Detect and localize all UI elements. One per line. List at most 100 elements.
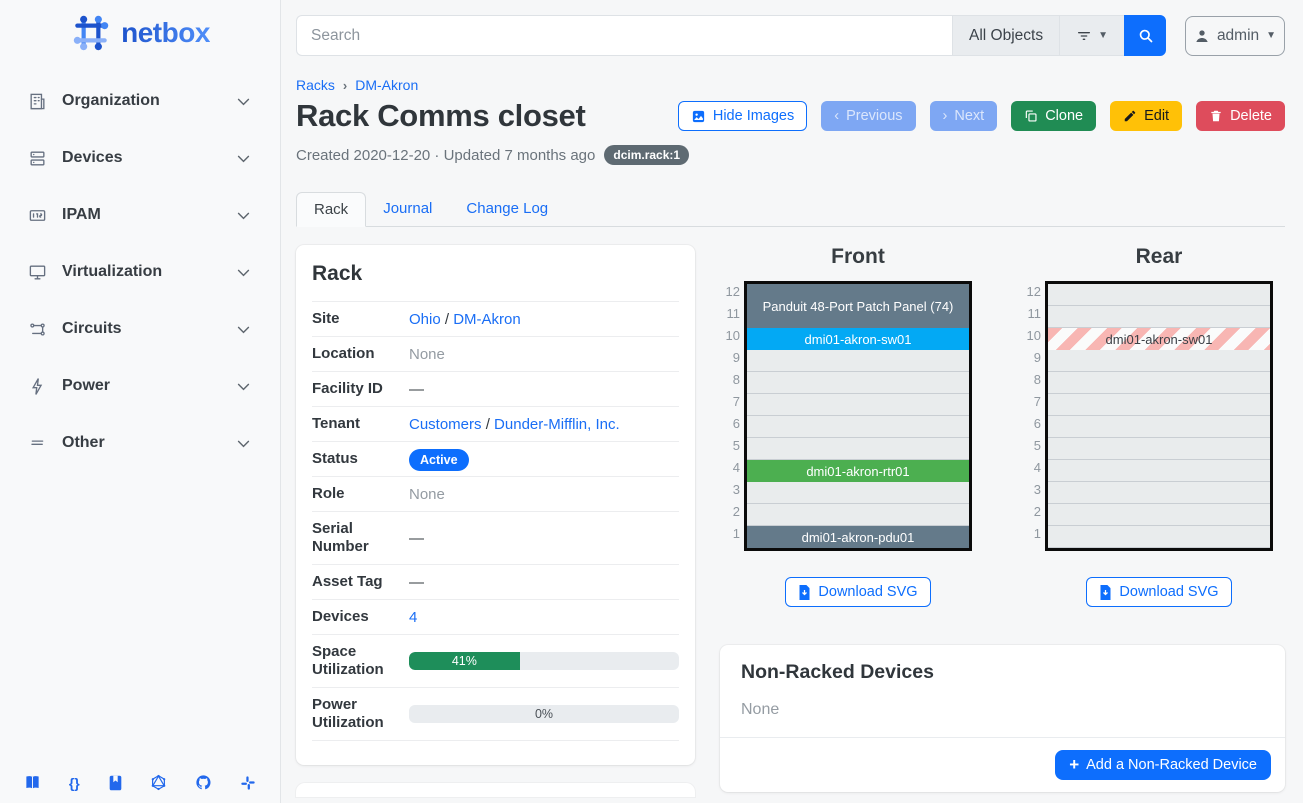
rear-download-svg-button[interactable]: Download SVG [1086, 577, 1232, 607]
empty-rack-unit[interactable] [1048, 460, 1270, 482]
unit-number: 9 [732, 350, 740, 365]
title-row: Rack Comms closet Hide Images ‹ Previous [296, 98, 1285, 134]
attribute-row-role: Role None [312, 476, 679, 512]
sidebar-item-power[interactable]: Power [16, 367, 264, 405]
chevron-left-icon: ‹ [834, 108, 840, 124]
rack-device-panduit-48-port-patch-panel-74-[interactable]: Panduit 48-Port Patch Panel (74) [747, 284, 969, 328]
netbox-logo-icon [70, 12, 112, 54]
copy-icon [1024, 109, 1038, 123]
empty-rack-unit[interactable] [747, 372, 969, 394]
search-submit-button[interactable] [1124, 15, 1166, 56]
sidebar-item-label: Other [62, 434, 105, 451]
chevron-down-icon [235, 93, 252, 110]
ipam-counter-icon [28, 205, 48, 225]
sidebar-item-other[interactable]: Other [16, 424, 264, 462]
attribute-label: Devices [312, 608, 369, 625]
trash-icon [1209, 109, 1223, 123]
rack-device-dmi01-akron-rtr01[interactable]: dmi01-akron-rtr01 [747, 460, 969, 482]
link-dunder-mifflin-inc-[interactable]: Dunder-Mifflin, Inc. [494, 415, 620, 433]
journal-icon[interactable] [108, 775, 123, 791]
sidebar-item-label: Devices [62, 149, 123, 166]
sidebar-item-devices[interactable]: Devices [16, 139, 264, 177]
tab-change-log[interactable]: Change Log [466, 200, 549, 217]
sidebar-item-organization[interactable]: Organization [16, 82, 264, 120]
unit-number: 6 [732, 416, 740, 431]
search-input[interactable] [296, 15, 952, 56]
rack-attributes-table: Site Ohio / DM-Akron Location None Facility … [312, 301, 679, 741]
global-search: All Objects ▼ [296, 15, 1166, 56]
github-icon[interactable] [195, 774, 212, 791]
slack-icon[interactable] [240, 775, 256, 791]
breadcrumb-link-dm-akron[interactable]: DM-Akron [355, 77, 419, 93]
front-elevation: Front 12 11 10 9 8 7 6 5 4 3 2 1 Panduit 48-Port Pa… [722, 245, 972, 607]
status-badge: Active [409, 448, 469, 471]
attribute-label: Status [312, 450, 358, 467]
attribute-value: 4 [409, 600, 679, 635]
rack-device-dmi01-akron-sw01[interactable]: dmi01-akron-sw01 [747, 328, 969, 350]
netbox-wordmark: netbox [121, 17, 210, 48]
front-download-svg-button[interactable]: Download SVG [785, 577, 931, 607]
clone-button[interactable]: Clone [1011, 101, 1097, 131]
rack-device-dmi01-akron-pdu01[interactable]: dmi01-akron-pdu01 [747, 526, 969, 548]
empty-rack-unit[interactable] [1048, 372, 1270, 394]
empty-rack-unit[interactable] [1048, 482, 1270, 504]
empty-rack-unit[interactable] [747, 504, 969, 526]
empty-rack-unit[interactable] [1048, 438, 1270, 460]
unit-number: 6 [1033, 416, 1041, 431]
rack-device-dmi01-akron-sw01[interactable]: dmi01-akron-sw01 [1048, 328, 1270, 350]
empty-rack-unit[interactable] [747, 438, 969, 460]
attribute-row-tenant: Tenant Customers / Dunder-Mifflin, Inc. [312, 406, 679, 442]
tab-journal[interactable]: Journal [383, 200, 433, 217]
edit-button[interactable]: Edit [1110, 101, 1183, 131]
empty-rack-unit[interactable] [747, 394, 969, 416]
attribute-value: None [409, 337, 679, 372]
action-buttons: Hide Images ‹ Previous › Next [677, 101, 1285, 131]
filter-icon [1076, 28, 1092, 44]
netbox-logo[interactable]: netbox [0, 0, 280, 60]
sidebar-item-ipam[interactable]: IPAM [16, 196, 264, 234]
link-dm-akron[interactable]: DM-Akron [453, 310, 521, 328]
sidebar-item-circuits[interactable]: Circuits [16, 310, 264, 348]
previous-button[interactable]: ‹ Previous [821, 101, 916, 131]
front-rack-diagram: Panduit 48-Port Patch Panel (74) dmi01-ak… [744, 281, 972, 551]
user-icon [1194, 28, 1210, 44]
file-download-icon [798, 584, 811, 600]
empty-rack-unit[interactable] [1048, 284, 1270, 306]
unit-number: 8 [1033, 372, 1041, 387]
link-customers[interactable]: Customers [409, 415, 482, 433]
delete-button[interactable]: Delete [1196, 101, 1285, 131]
empty-rack-unit[interactable] [747, 482, 969, 504]
user-menu-button[interactable]: admin ▼ [1185, 15, 1285, 56]
tab-rack[interactable]: Rack [296, 192, 367, 227]
attribute-value: None [409, 477, 679, 512]
attribute-row-space-utilization: Space Utilization 41% [312, 634, 679, 688]
empty-rack-unit[interactable] [1048, 416, 1270, 438]
link-devices[interactable]: 4 [409, 608, 418, 626]
attribute-row-power-utilization: Power Utilization 0% [312, 687, 679, 741]
empty-value: — [409, 573, 424, 591]
book-icon[interactable] [24, 775, 41, 790]
filter-button[interactable]: ▼ [1059, 15, 1124, 56]
graphql-icon[interactable] [150, 774, 167, 791]
empty-rack-unit[interactable] [1048, 306, 1270, 328]
chevron-down-icon [235, 150, 252, 167]
hide-images-button[interactable]: Hide Images [677, 101, 808, 131]
pencil-icon [1123, 109, 1137, 123]
empty-rack-unit[interactable] [1048, 504, 1270, 526]
code-braces-icon[interactable]: {} [68, 774, 80, 791]
empty-rack-unit[interactable] [1048, 394, 1270, 416]
sidebar-item-virtualization[interactable]: Virtualization [16, 253, 264, 291]
empty-rack-unit[interactable] [1048, 350, 1270, 372]
empty-rack-unit[interactable] [747, 350, 969, 372]
empty-rack-unit[interactable] [747, 416, 969, 438]
next-button[interactable]: › Next [929, 101, 998, 131]
attribute-value: — [409, 512, 679, 565]
empty-rack-unit[interactable] [1048, 526, 1270, 548]
add-non-racked-device-button[interactable]: + Add a Non-Racked Device [1055, 750, 1271, 780]
sidebar-item-label: Organization [62, 92, 160, 109]
object-type-button[interactable]: All Objects [952, 15, 1060, 56]
breadcrumb-link-racks[interactable]: Racks [296, 77, 335, 93]
empty-value: — [409, 529, 424, 547]
link-ohio[interactable]: Ohio [409, 310, 441, 328]
unit-number: 9 [1033, 350, 1041, 365]
